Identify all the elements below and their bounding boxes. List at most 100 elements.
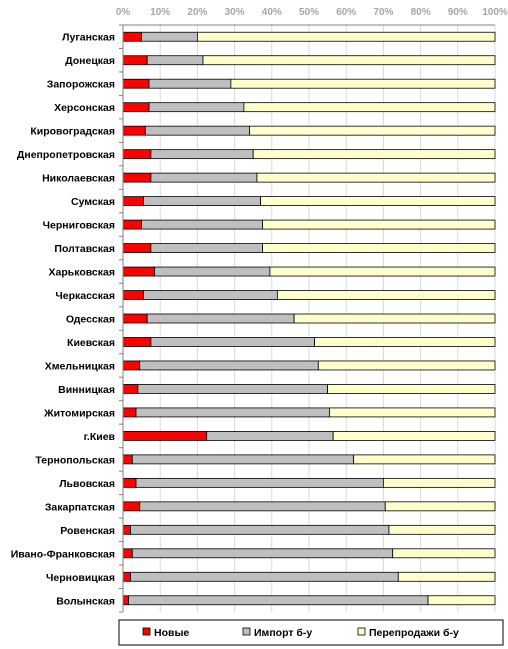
bar-row <box>122 102 496 113</box>
x-tick-label: 10% <box>150 7 170 18</box>
bar-row <box>122 196 496 207</box>
bar-segment <box>122 219 143 230</box>
bar-segment <box>262 219 496 230</box>
bar-row <box>122 55 496 66</box>
bar-segment <box>122 337 152 347</box>
category-label: Черновицкая <box>46 572 115 584</box>
bar-segment <box>249 125 496 136</box>
category-label: Донецкая <box>65 55 115 67</box>
bar-segment <box>327 384 496 394</box>
bar-segment <box>122 477 137 488</box>
bar-segment <box>148 78 232 89</box>
bar-segment <box>392 548 496 559</box>
bar-row <box>122 313 496 324</box>
bar-segment <box>146 313 295 324</box>
bar-row <box>122 571 496 582</box>
bar-segment <box>122 571 131 582</box>
bar-segment <box>122 55 148 66</box>
bar-row <box>122 243 496 253</box>
legend-label: Импорт б-у <box>254 627 312 639</box>
bar-row <box>122 548 496 559</box>
category-label: Закарпатская <box>45 501 115 513</box>
x-tick-label: 80% <box>411 7 431 18</box>
category-label: Черкасская <box>55 290 115 302</box>
bar-segment <box>122 266 156 277</box>
bar-row <box>122 78 496 89</box>
bar-segment <box>206 430 334 441</box>
legend-label: Новые <box>154 627 189 639</box>
category-label: Черниговская <box>43 220 115 232</box>
bar-segment <box>122 102 150 113</box>
category-label: Киевская <box>67 337 115 349</box>
x-tick-label: 40% <box>262 7 282 18</box>
category-label: Харьковская <box>49 267 116 279</box>
category-label: Тернопольская <box>35 454 115 466</box>
bar-segment <box>230 78 496 89</box>
y-axis-labels: Луганская Донецкая Запорожская Херсонская Ки… <box>11 32 116 608</box>
bar-segment <box>148 102 245 113</box>
category-label: г.Киев <box>84 431 116 443</box>
bar-segment <box>332 430 496 441</box>
bar-segment <box>122 196 144 207</box>
bar-segment <box>388 524 496 535</box>
bar-segment <box>150 149 254 160</box>
bar-segment <box>150 243 263 253</box>
x-tick-label: 60% <box>336 7 356 18</box>
bar-row <box>122 31 496 42</box>
bar-row <box>122 337 496 347</box>
bar-segment <box>317 360 496 371</box>
bar-segment <box>150 337 315 347</box>
bar-segment <box>130 524 390 535</box>
category-label: Запорожская <box>47 79 115 91</box>
bar-row <box>122 430 496 441</box>
x-tick-label: 30% <box>225 7 245 18</box>
category-label: Кировоградская <box>30 126 115 138</box>
bar-segment <box>122 31 143 42</box>
bar-segment <box>131 454 355 465</box>
category-label: Днепропетровская <box>17 149 115 161</box>
bar-row <box>122 454 496 465</box>
bar-row <box>122 219 496 230</box>
legend-swatch <box>242 627 251 636</box>
bar-segment <box>397 571 496 582</box>
bar-segment <box>141 219 263 230</box>
category-label: Винницкая <box>58 384 115 396</box>
bar-segment <box>139 501 386 512</box>
bar-row <box>122 149 496 160</box>
bar-row <box>122 266 496 277</box>
bar-row <box>122 172 496 183</box>
category-label: Хмельницкая <box>45 360 115 372</box>
bar-segment <box>122 501 141 512</box>
category-label: Житомирская <box>43 407 115 419</box>
x-tick-label: 50% <box>299 7 319 18</box>
x-axis-ticks: 0% 10% 20% 30% 40% 50% 60% 70% 80% 90% 100% <box>116 7 508 18</box>
category-label: Сумская <box>71 196 115 208</box>
bar-segment <box>122 78 150 89</box>
bar-segment <box>143 196 262 207</box>
category-label: Одесская <box>66 314 115 326</box>
bar-segment <box>122 524 131 535</box>
bar-row <box>122 290 496 300</box>
legend-label: Перепродажи б-у <box>369 627 459 639</box>
bar-segment <box>137 384 329 394</box>
bar-segment <box>144 125 250 136</box>
bar-segment <box>139 360 319 371</box>
bar-segment <box>260 196 496 207</box>
bar-segment <box>196 31 496 42</box>
bar-segment <box>243 102 496 113</box>
bar-segment <box>276 290 496 300</box>
bars <box>122 31 496 606</box>
legend-swatch <box>357 627 366 636</box>
legend: Новые Импорт б-у Перепродажи б-у <box>118 619 504 646</box>
bar-segment <box>122 125 146 136</box>
bar-segment <box>122 290 144 300</box>
bar-row <box>122 407 496 418</box>
bar-segment <box>135 407 330 418</box>
bar-segment <box>256 172 496 183</box>
bar-segment <box>252 149 496 160</box>
bar-segment <box>122 384 139 394</box>
x-tick-label: 20% <box>187 7 207 18</box>
bar-segment <box>131 548 394 559</box>
x-tick-label: 90% <box>448 7 468 18</box>
